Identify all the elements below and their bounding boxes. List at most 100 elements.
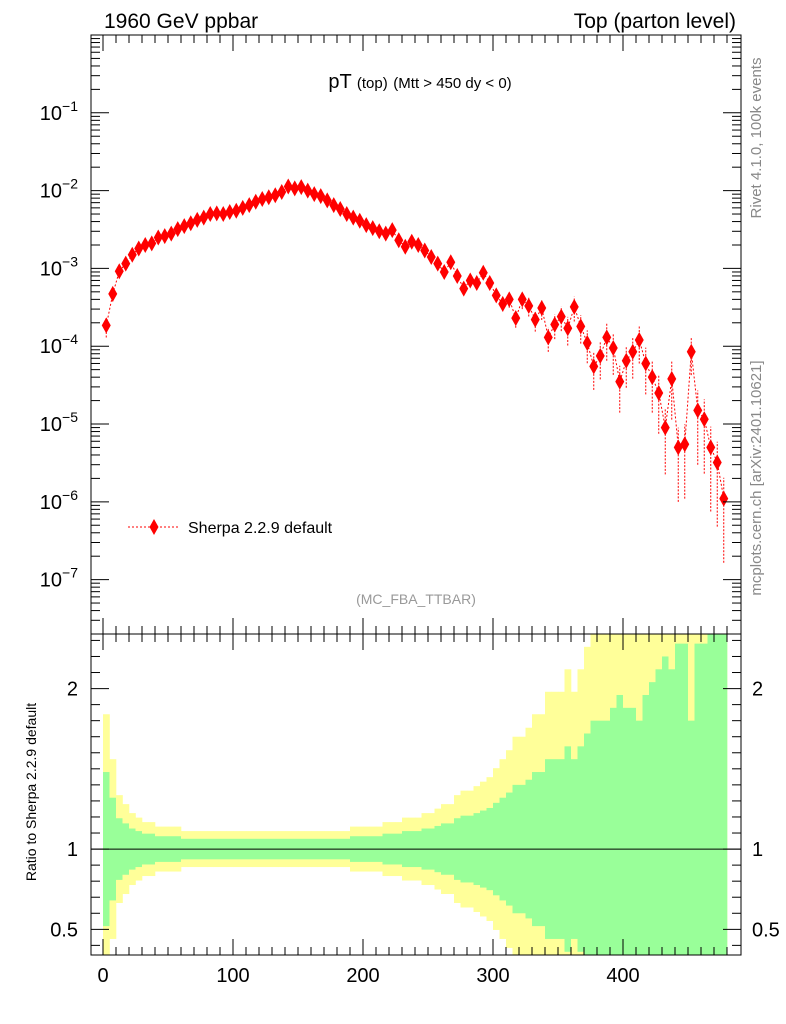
y-tick-label: 10−7: [40, 565, 78, 592]
data-point: [556, 308, 566, 325]
data-point: [634, 332, 644, 349]
ratio-axes: 0.5 0.5 1 1 2 2 0 100 200 300 400: [50, 633, 780, 987]
data-point: [309, 186, 319, 203]
data-point: [413, 236, 423, 253]
data-point: [628, 343, 638, 360]
band-stat: [681, 643, 689, 955]
data-point: [101, 317, 111, 334]
band-stat: [668, 669, 676, 955]
x-tick-label: 400: [606, 965, 639, 987]
series-line: [105, 185, 725, 499]
data-point: [264, 189, 274, 206]
data-point: [446, 254, 456, 271]
data-point: [680, 436, 690, 453]
data-point: [608, 339, 618, 356]
plot-title-cut: (Mtt > 450 dy < 0): [393, 75, 511, 92]
data-point: [660, 419, 670, 436]
data-point: [387, 222, 397, 239]
header-right: Top (parton level): [574, 10, 736, 33]
data-point: [478, 264, 488, 281]
y-tick-label: 10−6: [40, 487, 78, 514]
x-tick-label: 0: [97, 965, 108, 987]
data-point: [647, 369, 657, 386]
x-tick-label: 300: [476, 965, 509, 987]
data-point: [550, 316, 560, 333]
band-stat: [701, 643, 708, 955]
ratio-ylabel: Ratio to Sherpa 2.2.9 default: [23, 703, 39, 881]
data-point: [589, 358, 599, 375]
ratio-y-tick-label-right: 1: [752, 839, 763, 861]
data-point: [693, 402, 703, 419]
band-stat: [714, 634, 721, 955]
band-stat: [688, 720, 695, 955]
band-stat: [642, 694, 650, 955]
band-stat: [675, 643, 682, 955]
data-point: [322, 192, 332, 209]
data-point: [277, 183, 287, 200]
y-tick-label: 10−5: [40, 409, 78, 436]
data-point: [218, 206, 228, 223]
band-stat: [616, 694, 624, 955]
band-stat: [603, 720, 611, 955]
data-point: [270, 187, 280, 204]
data-point: [491, 287, 501, 304]
data-point: [160, 228, 170, 245]
data-point: [296, 179, 306, 196]
ratio-y-tick-label: 2: [67, 679, 78, 701]
data-point: [361, 217, 371, 234]
data-point: [348, 209, 358, 226]
ratio-bands: [91, 634, 741, 955]
data-point: [719, 490, 729, 507]
data-point: [706, 439, 716, 456]
header-left: 1960 GeV ppbar: [104, 10, 258, 33]
main-panel: 10−7 10−6 10−5 10−4 10−3 10−2 10−1 pT (top) (M…: [40, 34, 742, 635]
data-point: [602, 329, 612, 346]
main-axes: 10−7 10−6 10−5 10−4 10−3 10−2 10−1: [40, 34, 742, 635]
data-point: [673, 439, 683, 456]
data-point: [563, 320, 573, 337]
data-point: [368, 220, 378, 237]
data-point: [394, 232, 404, 249]
data-point: [426, 249, 436, 266]
band-stat: [662, 656, 669, 955]
data-point: [465, 272, 475, 289]
data-point: [153, 229, 163, 246]
data-point: [699, 411, 709, 428]
data-point: [400, 238, 410, 255]
data-point: [192, 211, 202, 228]
band-stat: [720, 634, 728, 955]
data-point: [472, 274, 482, 291]
rivet-label: Rivet 4.1.0, 100k events: [748, 58, 765, 219]
band-stat: [636, 720, 643, 955]
data-point: [712, 454, 722, 471]
data-point: [283, 178, 293, 195]
data-point: [537, 299, 547, 316]
band-stat: [610, 707, 617, 955]
data-point: [179, 218, 189, 235]
band-stat: [694, 643, 702, 955]
data-point: [212, 205, 222, 222]
data-point: [251, 193, 261, 210]
data-point: [173, 221, 183, 238]
data-point: [257, 191, 267, 208]
ratio-y-tick-label: 1: [67, 839, 78, 861]
data-point: [576, 318, 586, 335]
data-point: [498, 295, 508, 312]
ratio-frame: [90, 633, 742, 956]
band-stat: [707, 634, 715, 955]
data-point: [420, 242, 430, 259]
data-point: [147, 235, 157, 252]
data-point: [582, 334, 592, 351]
data-point: [121, 255, 131, 272]
data-point: [524, 297, 534, 314]
data-point: [290, 180, 300, 197]
data-point: [485, 274, 495, 291]
mcplots-label: mcplots.cern.ch [arXiv:2401.10621]: [748, 360, 765, 595]
data-point: [641, 355, 651, 372]
data-point: [140, 236, 150, 253]
data-point: [615, 373, 625, 390]
data-point: [205, 206, 215, 223]
data-point: [459, 280, 469, 297]
data-point: [621, 352, 631, 369]
y-tick-label: 10−3: [40, 253, 78, 280]
